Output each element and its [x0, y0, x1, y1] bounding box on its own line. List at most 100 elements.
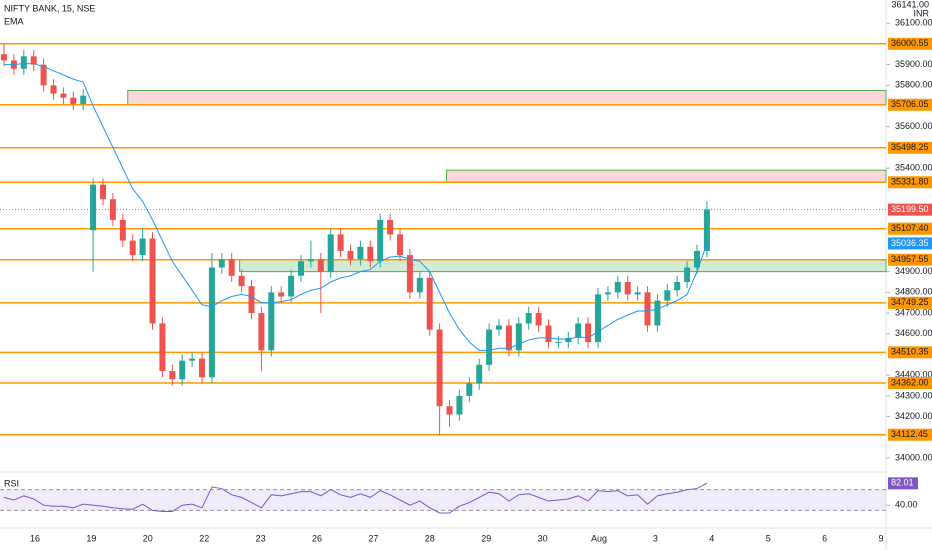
candle-body	[515, 323, 522, 351]
candle-body	[406, 255, 413, 293]
candle-body	[100, 184, 106, 200]
candle-body	[228, 259, 235, 276]
candle-body	[268, 292, 275, 351]
y-tick-label: 34300.00	[895, 390, 932, 400]
candle-body	[129, 240, 136, 256]
rsi-tick-label: 40.00	[895, 500, 918, 510]
zone	[239, 259, 887, 273]
chart-title: NIFTY BANK, 15, NSE	[4, 3, 95, 13]
level-label: 35498.25	[891, 142, 929, 152]
candle-body	[20, 56, 27, 69]
x-tick-label: 4	[709, 533, 714, 543]
level-label: 36000.55	[891, 38, 929, 48]
rsi-label-bg	[888, 477, 918, 490]
y-tick-label: 34200.00	[895, 411, 932, 421]
y-tick-label: 34800.00	[895, 287, 932, 297]
candle-body	[694, 250, 700, 268]
candle-body	[149, 238, 156, 324]
candle-body	[486, 329, 493, 365]
rsi-label: 82.01	[891, 478, 914, 488]
candle-body	[109, 199, 116, 220]
candle-body	[604, 292, 611, 295]
axis-top-label: 36141.00	[891, 0, 929, 9]
last-price-label: 35199.50	[891, 204, 929, 214]
candle-body	[169, 371, 176, 380]
level-label-bg	[888, 222, 932, 235]
candle-body	[456, 395, 463, 415]
level-label: 34749.25	[891, 297, 929, 307]
candle-body	[595, 294, 601, 343]
candle-body	[347, 250, 354, 260]
level-label-bg	[888, 296, 932, 309]
x-tick-label: 16	[30, 533, 40, 543]
candle-body	[119, 219, 126, 241]
rsi-band	[0, 489, 886, 511]
candle-body	[634, 292, 641, 295]
level-label: 34112.45	[891, 429, 928, 439]
candle-body	[466, 383, 473, 396]
level-label: 35107.40	[891, 223, 929, 233]
level-label-bg	[888, 428, 932, 441]
x-tick-label: 27	[368, 533, 378, 543]
candle-body	[139, 238, 146, 256]
level-label: 35331.80	[891, 177, 929, 187]
candle-body	[397, 234, 403, 256]
x-tick-label: 28	[425, 533, 435, 543]
candle-body	[218, 259, 225, 268]
ema-label: 35036.35	[891, 238, 929, 248]
candle-body	[367, 246, 374, 262]
currency: INR	[914, 8, 930, 18]
level-label-bg	[888, 253, 932, 266]
y-tick-label: 34900.00	[895, 266, 932, 276]
level-label: 34362.00	[891, 377, 929, 387]
last-price-bg	[888, 203, 932, 216]
zone	[127, 89, 887, 106]
x-tick-label: 29	[481, 533, 491, 543]
candle-body	[387, 219, 394, 235]
candle-body	[446, 406, 453, 415]
candle-body	[238, 275, 245, 287]
candle-body	[258, 313, 265, 351]
candle-body	[703, 209, 710, 251]
level-label-bg	[888, 176, 932, 189]
x-tick-label: 26	[312, 533, 322, 543]
zone	[446, 169, 887, 183]
candle-body	[307, 259, 314, 262]
candle-body	[60, 93, 67, 98]
candle-body	[654, 300, 661, 326]
candle-body	[377, 219, 384, 262]
x-tick-label: 19	[86, 533, 96, 543]
candle-body	[555, 342, 562, 344]
candle-body	[496, 325, 502, 330]
candle-body	[40, 64, 47, 86]
candle-body	[199, 358, 205, 378]
candle-body	[664, 290, 671, 301]
candle-body	[327, 234, 334, 272]
indicator-label: EMA	[4, 16, 24, 26]
candle-body	[337, 234, 344, 251]
candle-body	[505, 325, 512, 351]
candle-body	[278, 292, 285, 297]
x-tick-label: Aug	[591, 533, 607, 543]
candle-body	[476, 364, 483, 384]
x-tick-label: 6	[822, 533, 827, 543]
level-label-bg	[888, 141, 932, 154]
y-tick-label: 35600.00	[895, 121, 932, 131]
level-label-bg	[888, 37, 932, 50]
candle-body	[1, 54, 7, 61]
level-label-bg	[888, 98, 932, 111]
x-tick-label: 3	[653, 533, 658, 543]
y-tick-label: 36100.00	[895, 18, 932, 28]
candle-body	[644, 292, 651, 326]
candle-body	[684, 267, 691, 282]
level-label: 34510.35	[891, 347, 929, 357]
candle-body	[614, 282, 621, 293]
candle-body	[317, 259, 324, 272]
candle-body	[535, 313, 542, 326]
candle-body	[357, 246, 364, 260]
y-tick-label: 35800.00	[895, 80, 932, 90]
candle-body	[189, 358, 196, 361]
y-tick-label: 35400.00	[895, 162, 932, 172]
